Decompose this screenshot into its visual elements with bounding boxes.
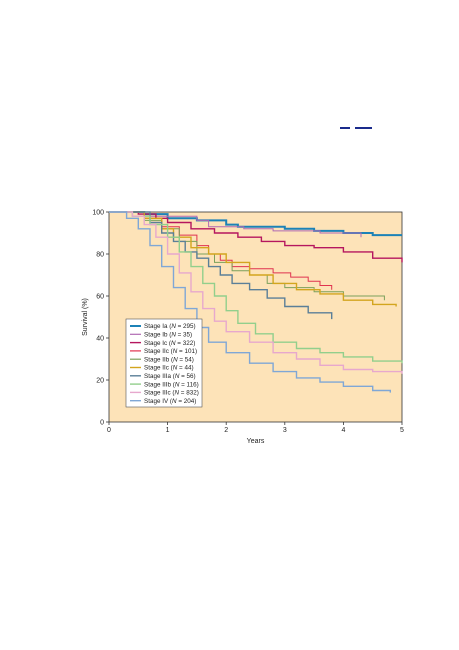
legend-entry: Stage Ia (N = 295) [144, 323, 196, 330]
legend-entry: Stage IV (N = 204) [144, 398, 196, 405]
legend-entry: Stage IIIc (N = 832) [144, 390, 199, 397]
axis-layer: 0 1 2 3 4 5 0 20 40 60 80 100 [92, 210, 404, 435]
x-tick-label: 1 [166, 427, 170, 434]
series-line-7 [109, 211, 403, 364]
legend-entry: Stage IIc (N = 101) [144, 348, 197, 355]
legend-entry: Stage IIb (N = 54) [144, 356, 194, 363]
series-layer [109, 211, 403, 393]
x-tick-label: 3 [283, 427, 287, 434]
x-tick-label: 5 [400, 427, 404, 434]
series-line-8 [109, 211, 403, 374]
y-axis-label: Survival (%) [82, 298, 89, 336]
y-tick-label: 40 [96, 336, 104, 343]
x-axis-label: Years [247, 438, 265, 445]
legend-entry: Stage IIc (N = 44) [144, 365, 194, 372]
series-line-5 [109, 211, 397, 307]
x-tick-label: 4 [341, 427, 345, 434]
x-tick-label: 2 [224, 427, 228, 434]
legend-entry: Stage Ic (N = 322) [144, 340, 195, 347]
series-line-1 [109, 211, 362, 238]
y-tick-label: 80 [96, 252, 104, 259]
x-tick-label: 0 [107, 427, 111, 434]
legend: Stage Ia (N = 295)Stage Ib (N = 35)Stage… [125, 318, 203, 408]
legend-entry: Stage IIIb (N = 116) [144, 381, 199, 388]
legend-entry: Stage IIIa (N = 56) [144, 373, 196, 380]
y-tick-label: 0 [100, 420, 104, 427]
legend-entry: Stage Ib (N = 35) [144, 332, 192, 339]
series-line-6 [109, 211, 333, 320]
y-tick-label: 100 [92, 210, 104, 217]
series-line-9 [109, 211, 391, 393]
y-tick-label: 20 [96, 378, 104, 385]
y-tick-label: 60 [96, 294, 104, 301]
